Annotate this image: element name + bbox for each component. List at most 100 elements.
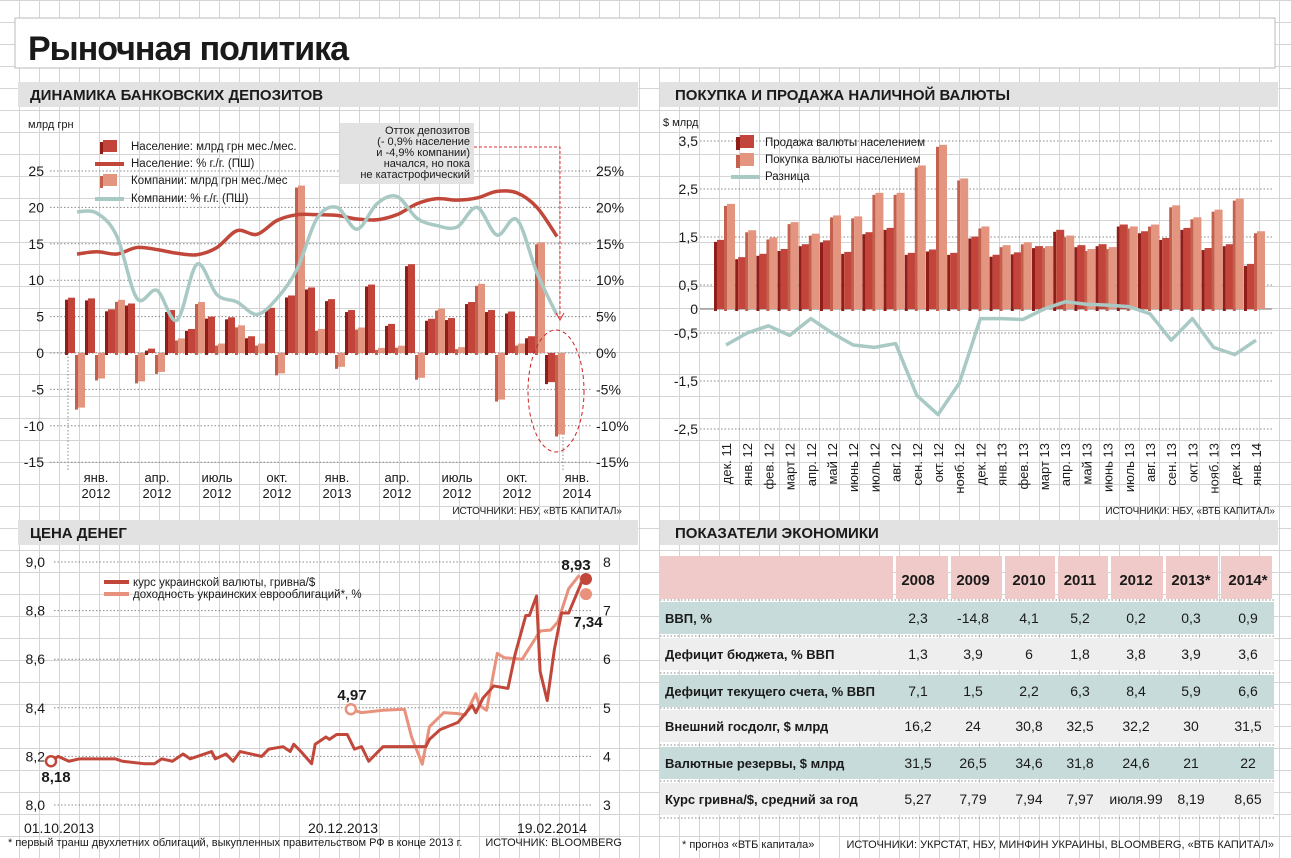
population-bar-side xyxy=(65,299,68,355)
companies-bar xyxy=(78,353,85,408)
legend-label: Покупка валюты населением xyxy=(765,154,921,166)
population-bar xyxy=(508,311,515,353)
row-label: Дефицит текущего счета, % ВВП xyxy=(665,684,875,699)
legend-swatch-side xyxy=(100,142,103,154)
sale-bar xyxy=(1183,227,1192,309)
population-bar-side xyxy=(125,305,128,355)
table-cell: 6,6 xyxy=(1238,683,1258,699)
sale-bar-side xyxy=(735,259,739,311)
population-bar xyxy=(68,297,75,353)
companies-bar-side xyxy=(555,355,558,437)
companies-bar xyxy=(338,353,345,367)
table-cell: 31,5 xyxy=(1234,718,1261,734)
population-bar xyxy=(88,298,95,353)
purchase-bar-side xyxy=(1148,226,1151,311)
legend-label: Разница xyxy=(765,171,810,183)
x-tick-label: окт. 13 xyxy=(1185,443,1200,482)
column-header: 2011 xyxy=(1064,572,1097,589)
money-header-bar xyxy=(18,520,638,545)
x-tick-label: 2012 xyxy=(143,486,172,501)
purchase-bar-side xyxy=(1063,237,1067,311)
legend-swatch-population-bar xyxy=(103,140,117,152)
deposits-unit-label: млрд грн xyxy=(28,119,74,131)
sale-bar-side xyxy=(1159,239,1163,311)
table-cell: 2,3 xyxy=(908,610,928,626)
title-box xyxy=(14,17,1276,69)
currency-unit-label: $ млрд xyxy=(663,117,699,129)
table-cell: 4,1 xyxy=(1019,610,1039,626)
table-row: Внешний госдолг, $ млрд 16,2 24 30,8 32,5 32,… xyxy=(660,707,1274,742)
sale-bar xyxy=(823,240,831,309)
y-tick-label: -1,5 xyxy=(674,373,698,389)
companies-bar xyxy=(498,353,505,400)
economy-header: ПОКАЗАТЕЛИ ЭКОНОМИКИ xyxy=(675,525,879,542)
population-bar xyxy=(108,309,115,353)
purchase-bar xyxy=(1214,209,1223,309)
sale-bar-side xyxy=(1010,254,1014,311)
column-header: 2012 xyxy=(1119,572,1152,589)
row-label: ВВП, % xyxy=(665,611,712,626)
sale-bar-side xyxy=(989,256,993,311)
legend-swatch-side xyxy=(100,176,103,188)
companies-bar xyxy=(198,302,205,353)
sale-bar xyxy=(1035,246,1043,309)
x-tick-label: март 12 xyxy=(783,443,798,490)
x-tick-label: окт. xyxy=(266,470,287,485)
y-tick-label: -0,5 xyxy=(674,325,698,341)
population-bar-side xyxy=(165,312,168,355)
sale-bar xyxy=(971,236,980,309)
population-bar-side xyxy=(305,289,308,355)
population-bar-side xyxy=(325,301,328,355)
companies-bar-side xyxy=(395,347,398,355)
population-bar-side xyxy=(505,313,508,355)
sale-bar xyxy=(865,232,874,309)
currency-header: ПОКУПКА И ПРОДАЖА НАЛИЧНОЙ ВАЛЮТЫ xyxy=(675,86,1010,104)
sale-bar xyxy=(844,251,853,309)
x-tick-label: 2012 xyxy=(82,486,111,501)
legend-label: Продажа валюты населением xyxy=(765,137,925,149)
right-tick-label: -15% xyxy=(596,454,629,470)
purchase-bar-side xyxy=(1211,211,1215,311)
population-bar xyxy=(148,348,155,353)
companies-pct-line xyxy=(76,194,559,323)
annotation-box xyxy=(340,123,474,184)
sale-bar xyxy=(1077,245,1086,309)
companies-bar-side xyxy=(515,345,518,355)
population-bar-side xyxy=(185,330,188,355)
legend-label: Население: % г./г. (ПШ) xyxy=(131,158,255,170)
table-cell: 31,8 xyxy=(1066,755,1093,771)
population-bar-side xyxy=(285,297,288,355)
row-background xyxy=(660,747,1274,779)
table-row: Дефицит бюджета, % ВВП 1,3 3,9 6 1,8 3,8 3,9 3,… xyxy=(660,635,1274,670)
sale-bar-side xyxy=(1222,246,1226,311)
sale-bar-side xyxy=(968,238,972,311)
population-bar xyxy=(208,316,215,353)
population-bar-side xyxy=(205,318,208,355)
companies-bar xyxy=(258,343,265,353)
column-header: 2009 xyxy=(956,572,989,589)
sale-bar xyxy=(780,249,789,309)
table-cell: 22 xyxy=(1240,755,1256,771)
row-label: Внешний госдолг, $ млрд xyxy=(665,719,829,734)
table-row: Дефицит текущего счета, % ВВП 7,1 1,5 2,2 6,… xyxy=(660,672,1274,707)
y-tick-label: 1,5 xyxy=(679,229,699,245)
purchase-bar xyxy=(981,226,990,309)
companies-bar-side xyxy=(155,355,158,374)
legend-label: доходность украинских еврооблигаций*, % xyxy=(133,589,362,601)
sale-bar-side xyxy=(1116,226,1120,311)
sale-bar-side xyxy=(926,251,929,311)
y-tick-label: 0 xyxy=(690,301,698,317)
companies-bar xyxy=(138,353,145,382)
x-tick-label: апр. 13 xyxy=(1058,443,1073,486)
population-bar xyxy=(528,336,535,353)
sale-bar-side xyxy=(820,242,823,311)
companies-bar-side xyxy=(215,345,218,355)
companies-bar xyxy=(378,347,385,353)
table-row: ВВП, % 2,3 -14,8 4,1 5,2 0,2 0,3 0,9 xyxy=(660,599,1274,634)
left-tick-label: 0 xyxy=(36,345,44,361)
companies-bar-side xyxy=(75,355,78,410)
right-tick-label: 25% xyxy=(596,163,624,179)
population-bar xyxy=(408,264,415,353)
table-cell: 31,5 xyxy=(904,755,931,771)
legend-swatch-side xyxy=(736,155,740,168)
